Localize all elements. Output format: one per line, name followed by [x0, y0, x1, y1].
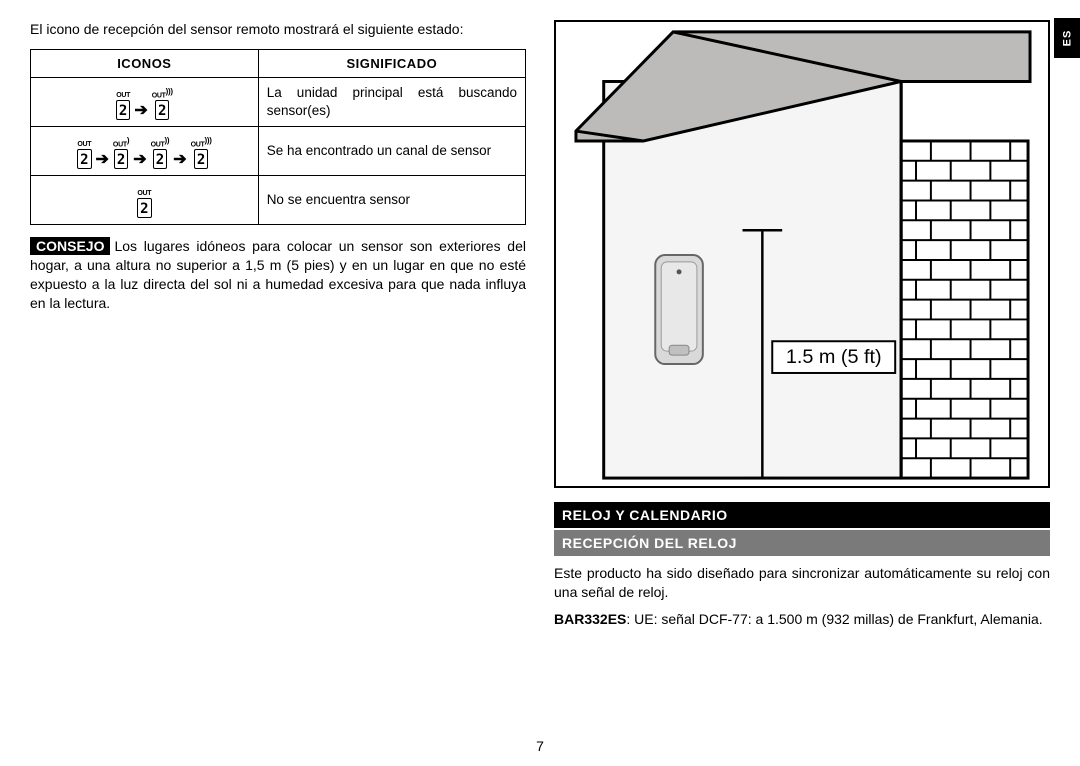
header-icons: ICONOS — [31, 49, 259, 77]
sensor-icon: OUT2 — [116, 92, 130, 120]
sensor-icon: OUT2 — [137, 190, 151, 218]
page-content: El icono de recepción del sensor remoto … — [30, 20, 1050, 629]
header-meaning: SIGNIFICADO — [258, 49, 525, 77]
sensor-placement-figure: 1.5 m (5 ft) — [554, 20, 1050, 488]
icon-cell: OUT2➔OUT)))2 — [31, 77, 259, 126]
sensor-icon: OUT2 — [77, 141, 91, 169]
model-code: BAR332ES — [554, 611, 626, 627]
meaning-cell: Se ha encontrado un canal de sensor — [258, 126, 525, 175]
section-header-clock: RELOJ Y CALENDARIO — [554, 502, 1050, 528]
page-number: 7 — [536, 738, 544, 754]
arrow-icon: ➔ — [172, 149, 187, 169]
table-row: OUT2 No se encuentra sensor — [31, 175, 526, 224]
intro-paragraph: El icono de recepción del sensor remoto … — [30, 20, 526, 39]
dimension-label: 1.5 m (5 ft) — [786, 346, 882, 368]
arrow-icon: ➔ — [133, 100, 148, 120]
table-row: OUT2➔OUT)))2La unidad principal está bus… — [31, 77, 526, 126]
icon-cell: OUT2➔OUT)2➔OUT))2➔OUT)))2 — [31, 126, 259, 175]
left-column: El icono de recepción del sensor remoto … — [30, 20, 526, 629]
consejo-paragraph: CONSEJOLos lugares idóneos para colocar … — [30, 237, 526, 313]
clock-para1: Este producto ha sido diseñado para sinc… — [554, 564, 1050, 602]
sensor-icon: OUT)2 — [113, 137, 129, 169]
brick-wall — [901, 141, 1028, 478]
sensor-device-icon — [655, 255, 703, 364]
meaning-cell: La unidad principal está buscando sensor… — [258, 77, 525, 126]
table-row: OUT2➔OUT)2➔OUT))2➔OUT)))2Se ha encontrad… — [31, 126, 526, 175]
icon-cell: OUT2 — [31, 175, 259, 224]
sensor-icon: OUT)))2 — [191, 137, 212, 169]
arrow-icon: ➔ — [132, 149, 147, 169]
language-tab-label: ES — [1061, 30, 1073, 47]
sensor-icon: OUT)))2 — [152, 88, 173, 120]
table-header-row: ICONOS SIGNIFICADO — [31, 49, 526, 77]
meaning-cell: No se encuentra sensor — [258, 175, 525, 224]
arrow-icon: ➔ — [95, 149, 110, 169]
sensor-icon: OUT))2 — [151, 137, 170, 169]
icons-table: ICONOS SIGNIFICADO OUT2➔OUT)))2La unidad… — [30, 49, 526, 225]
clock-para2: BAR332ES: UE: señal DCF-77: a 1.500 m (9… — [554, 610, 1050, 629]
language-tab: ES — [1054, 18, 1080, 58]
consejo-badge: CONSEJO — [30, 237, 110, 255]
clock-para2-text: : UE: señal DCF-77: a 1.500 m (932 milla… — [626, 611, 1042, 627]
section-subheader-reception: RECEPCIÓN DEL RELOJ — [554, 530, 1050, 556]
right-column: 1.5 m (5 ft) RELOJ Y CALENDARIO RECEPCIÓ… — [554, 20, 1050, 629]
